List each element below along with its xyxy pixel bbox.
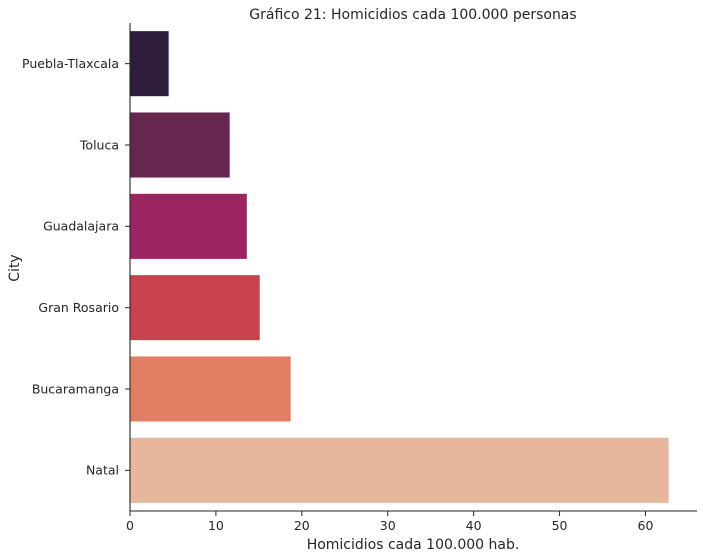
y-axis-label: City xyxy=(7,254,23,281)
bar-gran-rosario xyxy=(130,275,260,341)
x-tick-label: 50 xyxy=(552,518,568,533)
y-axis-ticks: Puebla-Tlaxcala Toluca Guadalajara Gran Ros… xyxy=(22,56,130,478)
y-tick-label: Bucaramanga xyxy=(32,381,119,396)
bars-group xyxy=(130,31,669,503)
bar-bucaramanga xyxy=(130,356,291,422)
x-tick-label: 40 xyxy=(466,518,482,533)
x-axis-ticks: 0 10 20 30 40 50 60 xyxy=(126,511,653,533)
bar-toluca xyxy=(130,112,230,178)
bar-guadalajara xyxy=(130,193,247,259)
y-tick-label: Natal xyxy=(86,463,119,478)
y-tick-label: Gran Rosario xyxy=(38,300,119,315)
x-axis-label: Homicidios cada 100.000 hab. xyxy=(307,537,520,553)
y-tick-label: Guadalajara xyxy=(43,219,119,234)
y-tick-label: Toluca xyxy=(79,137,119,152)
x-tick-label: 20 xyxy=(294,518,310,533)
x-tick-label: 10 xyxy=(208,518,224,533)
chart-title: Gráfico 21: Homicidios cada 100.000 pers… xyxy=(249,7,576,23)
x-tick-label: 60 xyxy=(638,518,654,533)
bar-natal xyxy=(130,437,669,503)
bar-puebla-tlaxcala xyxy=(130,31,169,97)
y-tick-label: Puebla-Tlaxcala xyxy=(22,56,119,71)
x-tick-label: 0 xyxy=(126,518,134,533)
x-tick-label: 30 xyxy=(380,518,396,533)
